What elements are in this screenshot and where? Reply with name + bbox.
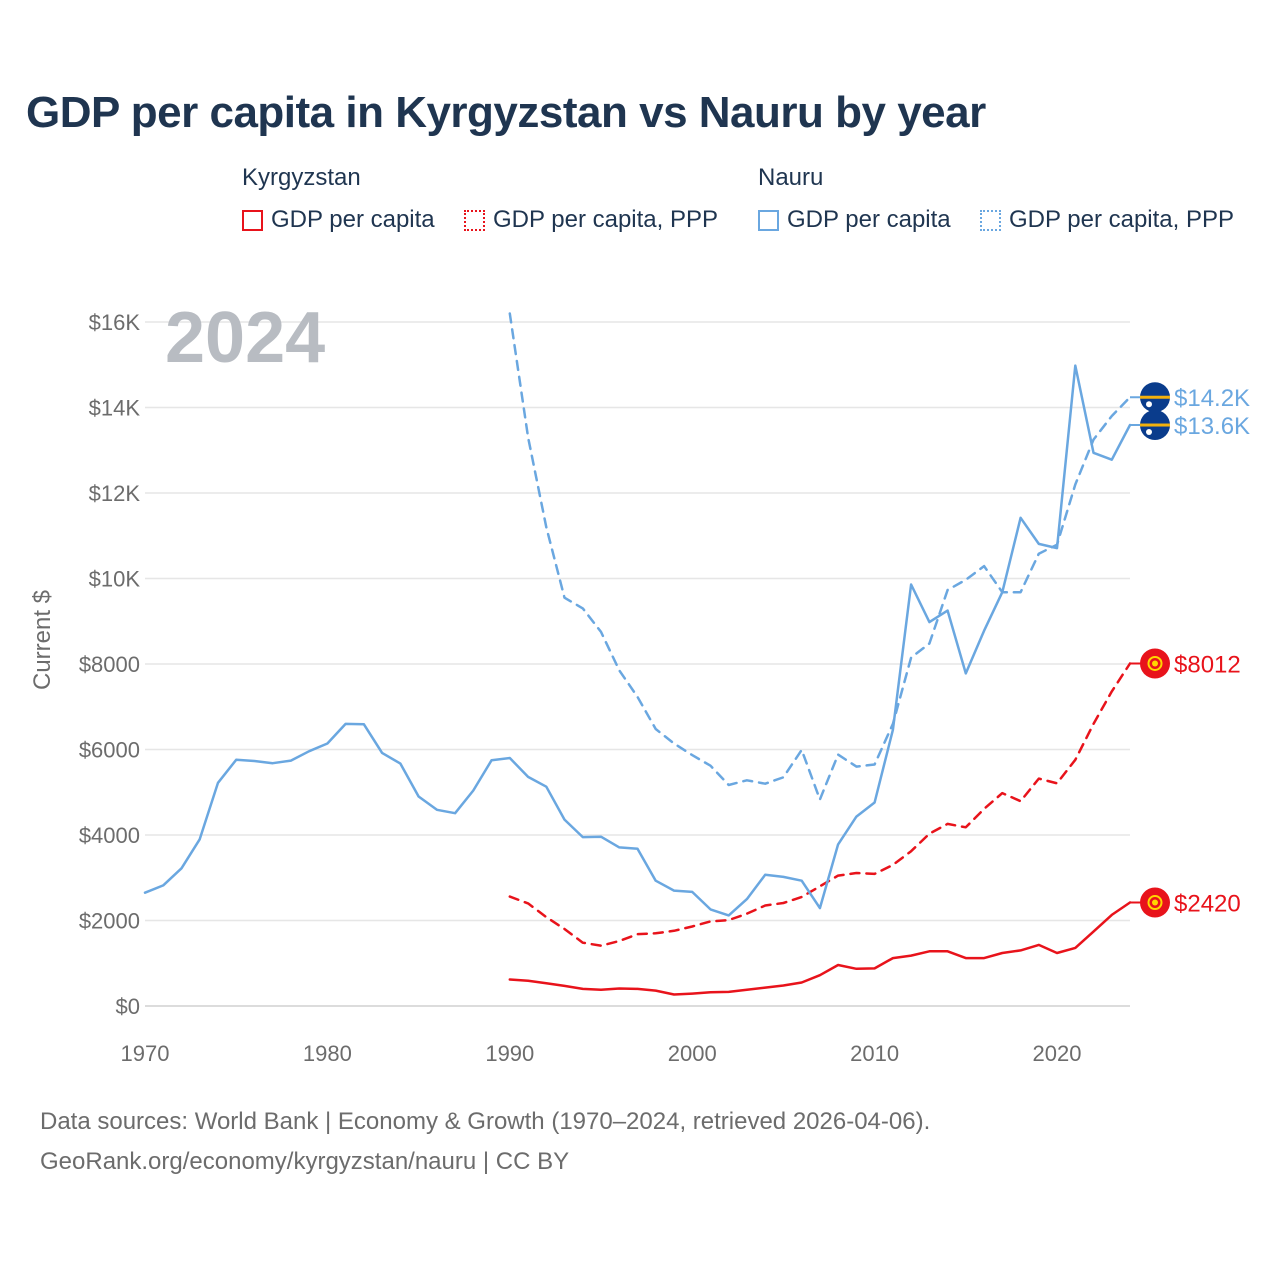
nauru-flag-stripe — [1140, 395, 1170, 399]
year-watermark: 2024 — [165, 298, 325, 378]
nauru-flag-star — [1146, 401, 1152, 408]
x-tick-label: 2000 — [668, 1041, 717, 1066]
legend-nauru-gdp-ppp[interactable]: GDP per capita, PPP — [980, 206, 1234, 234]
kyrgyzstan-flag-icon — [1140, 887, 1170, 918]
x-tick-label: 2010 — [850, 1041, 899, 1066]
y-axis-label: Current $ — [29, 590, 56, 690]
nauru-flag-icon — [1140, 382, 1170, 413]
footer-credit: GeoRank.org/economy/kyrgyzstan/nauru | C… — [40, 1148, 570, 1175]
y-tick-label: $16K — [89, 310, 141, 335]
end-value-label: $14.2K — [1174, 385, 1250, 412]
x-tick-label: 1980 — [303, 1041, 352, 1066]
legend-nauru-gdp[interactable]: GDP per capita — [758, 206, 951, 234]
end-value-label: $13.6K — [1174, 413, 1250, 440]
series-line-0[interactable] — [508, 901, 1132, 996]
y-tick-label: $8000 — [79, 652, 140, 677]
legend-swatch-nauru-gdp — [758, 209, 779, 231]
series-line-2[interactable] — [143, 364, 1132, 917]
legend-label-kyrgyzstan-gdp: GDP per capita — [271, 206, 435, 233]
legend-group-kyrgyzstan: Kyrgyzstan — [242, 164, 361, 191]
chart-title: GDP per capita in Kyrgyzstan vs Nauru by… — [26, 88, 986, 137]
series-line-1[interactable] — [508, 662, 1132, 947]
legend-swatch-kyrgyzstan-gdp — [242, 209, 263, 231]
series-line-3[interactable] — [508, 312, 1132, 801]
line-chart: 2024 Current $ $0 $2000 $4000 $6000 $8000 $10… — [29, 298, 1250, 1066]
nauru-flag-star — [1146, 429, 1152, 436]
legend-kyrgyzstan-gdp-ppp[interactable]: GDP per capita, PPP — [464, 206, 718, 234]
legend-swatch-kyrgyzstan-gdp-ppp — [464, 209, 485, 231]
kyrgyzstan-flag-sun — [1147, 895, 1163, 911]
legend-kyrgyzstan-gdp[interactable]: GDP per capita — [242, 206, 435, 234]
kyrgyzstan-flag-tunduk — [1152, 899, 1158, 906]
footer-sources: Data sources: World Bank | Economy & Gro… — [40, 1108, 931, 1135]
axis-ticks: $0 $2000 $4000 $6000 $8000 $10K $12K $14K $16K 19… — [79, 310, 1082, 1066]
legend-group-nauru: Nauru — [758, 164, 824, 191]
nauru-flag-stripe — [1140, 423, 1170, 427]
nauru-flag-icon — [1140, 410, 1170, 441]
y-tick-label: $0 — [116, 994, 140, 1019]
series-lines — [143, 312, 1132, 996]
y-tick-label: $14K — [89, 396, 141, 421]
legend-label-kyrgyzstan-gdp-ppp: GDP per capita, PPP — [493, 206, 718, 233]
gridlines — [145, 321, 1130, 1007]
end-value-label: $8012 — [1174, 651, 1241, 678]
y-tick-label: $2000 — [79, 909, 140, 934]
x-tick-label: 1990 — [485, 1041, 534, 1066]
legend-swatch-nauru-gdp-ppp — [980, 209, 1001, 231]
kyrgyzstan-flag-sun — [1147, 655, 1163, 671]
x-tick-label: 1970 — [121, 1041, 170, 1066]
legend-label-nauru-gdp-ppp: GDP per capita, PPP — [1009, 206, 1234, 233]
y-tick-label: $12K — [89, 481, 141, 506]
end-markers: $2420 $8012 $13.6K$14.2K — [1130, 382, 1250, 918]
y-tick-label: $10K — [89, 567, 141, 592]
kyrgyzstan-flag-tunduk — [1152, 660, 1158, 667]
legend-label-nauru-gdp: GDP per capita — [787, 206, 951, 233]
x-tick-label: 2020 — [1033, 1041, 1082, 1066]
y-tick-label: $6000 — [79, 738, 140, 763]
y-tick-label: $4000 — [79, 823, 140, 848]
kyrgyzstan-flag-icon — [1140, 648, 1170, 679]
end-value-label: $2420 — [1174, 891, 1241, 918]
